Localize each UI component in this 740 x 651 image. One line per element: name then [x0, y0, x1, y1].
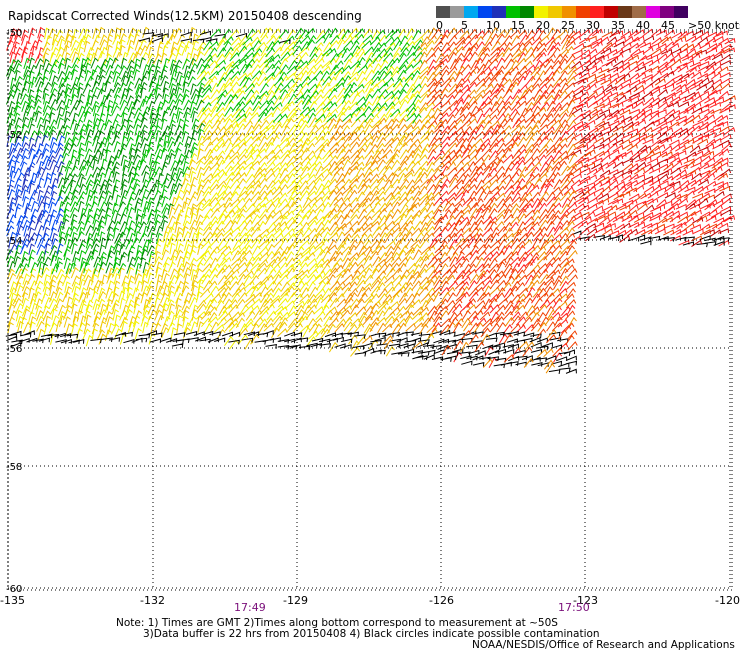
lon-label-132: -132 — [140, 594, 165, 607]
scale-swatch — [674, 6, 688, 18]
lat-label: -56 — [6, 344, 22, 355]
credit-line: NOAA/NESDIS/Office of Research and Appli… — [472, 639, 735, 651]
wind-barb-group — [5, 57, 206, 275]
map-frame — [7, 29, 733, 591]
scale-swatch — [618, 6, 632, 18]
scale-tick-label: 35 — [611, 19, 625, 32]
scale-swatch — [464, 6, 478, 18]
wind-speed-scale: 0 5 10 15 20 25 30 35 40 45 >50 knots — [436, 6, 740, 32]
wind-barb-group — [326, 27, 578, 374]
lon-label-135: -135 — [0, 594, 25, 607]
latitude-labels: -50 -52 -54 -56 -58 -60 — [6, 28, 22, 595]
wind-speed-color-bar — [436, 6, 688, 18]
lon-label-120: -120 — [715, 594, 740, 607]
scale-swatch — [604, 6, 618, 18]
scale-swatch — [548, 6, 562, 18]
scale-tick-label: 45 — [661, 19, 675, 32]
wind-barb-group — [570, 29, 732, 248]
wind-speed-unit-label: >50 knots — [688, 19, 740, 32]
scale-swatch — [632, 6, 646, 18]
wind-barbs — [5, 26, 736, 374]
wind-barb-group — [425, 28, 736, 363]
scale-tick-label: 15 — [511, 19, 525, 32]
time-label-1750: 17:50 — [558, 601, 590, 614]
scale-swatch — [590, 6, 604, 18]
wind-barb-group — [5, 30, 730, 374]
lon-label-126: -126 — [429, 594, 454, 607]
scale-tick-label: 30 — [586, 19, 600, 32]
scale-swatch — [562, 6, 576, 18]
wind-barb-group — [5, 135, 66, 255]
scale-swatch — [646, 6, 660, 18]
chart-title: Rapidscat Corrected Winds(12.5KM) 201504… — [8, 9, 362, 23]
scale-swatch — [660, 6, 674, 18]
scale-swatch — [492, 6, 506, 18]
scale-tick-label: 0 — [436, 19, 443, 32]
lat-label: -52 — [6, 130, 22, 141]
wind-barb-group — [6, 134, 65, 256]
scale-swatch — [478, 6, 492, 18]
scale-tick-label: 5 — [461, 19, 468, 32]
scale-swatch — [534, 6, 548, 18]
note-line-2: 3)Data buffer is 22 hrs from 20150408 4)… — [143, 628, 600, 640]
scale-swatch — [576, 6, 590, 18]
lon-label-129: -129 — [283, 594, 308, 607]
scale-swatch — [520, 6, 534, 18]
lat-label: -54 — [6, 236, 22, 247]
lat-label: -58 — [6, 462, 22, 473]
scale-tick-label: 40 — [636, 19, 650, 32]
graticule — [7, 29, 733, 591]
scale-tick-label: 25 — [561, 19, 575, 32]
scale-swatch — [436, 6, 450, 18]
scale-swatch — [450, 6, 464, 18]
lon-label-123: -123 — [573, 594, 598, 607]
wind-speed-scale-labels: 0 5 10 15 20 25 30 35 40 45 >50 knots — [436, 18, 740, 32]
time-label-1749: 17:49 — [234, 601, 266, 614]
scale-swatch — [506, 6, 520, 18]
note-line-1: Note: 1) Times are GMT 2)Times along bot… — [116, 617, 558, 629]
lat-label: -60 — [6, 584, 22, 595]
lat-label: -50 — [6, 28, 22, 39]
